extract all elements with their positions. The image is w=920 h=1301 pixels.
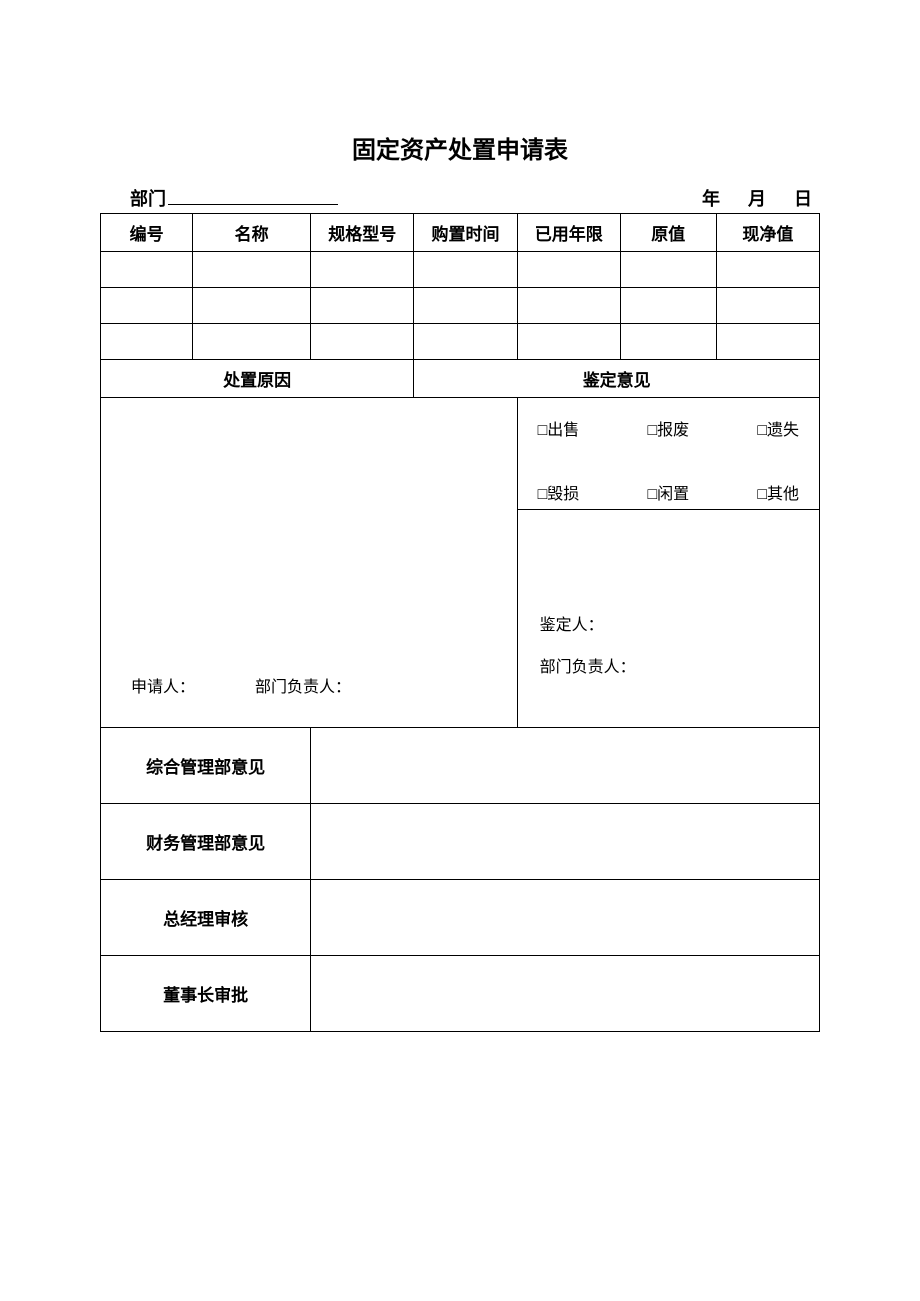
cell[interactable] [311,288,414,324]
disposal-reason-cell[interactable]: 申请人： 部门负责人： [101,398,518,728]
form-title: 固定资产处置申请表 [100,130,820,165]
checkbox-scrap[interactable]: □报废 [647,416,689,440]
form-header-row: 部门 年 月 日 [100,185,820,213]
department-label: 部门 [130,185,166,211]
checkbox-row-2: □毁损 □闲置 □其他 [532,480,805,504]
checkbox-row-1: □出售 □报废 □遗失 [532,416,805,440]
cell[interactable] [517,288,620,324]
approval-row: 总经理审核 [101,880,820,956]
content-row: 申请人： 部门负责人： □出售 □报废 □遗失 □毁损 □闲置 □其他 鉴定人：… [101,398,820,728]
cell[interactable] [101,252,193,288]
table-row [101,252,820,288]
day-label: 日 [794,185,812,211]
cell[interactable] [193,324,311,360]
col-header-years-used: 已用年限 [517,214,620,252]
cell[interactable] [414,288,517,324]
checkbox-idle[interactable]: □闲置 [647,480,689,504]
approval-row: 综合管理部意见 [101,728,820,804]
cell[interactable] [101,324,193,360]
department-section: 部门 [130,185,338,211]
department-input-line[interactable] [168,204,338,205]
cell[interactable] [517,324,620,360]
asset-disposal-table: 编号 名称 规格型号 购置时间 已用年限 原值 现净值 处置原因 鉴定意见 申请… [100,213,820,1032]
table-row [101,324,820,360]
col-header-purchase-date: 购置时间 [414,214,517,252]
dept-head-label: 部门负责人： [255,673,351,697]
reason-header: 处置原因 [101,360,414,398]
table-header-row: 编号 名称 规格型号 购置时间 已用年限 原值 现净值 [101,214,820,252]
section-header-row: 处置原因 鉴定意见 [101,360,820,398]
cell[interactable] [620,252,716,288]
month-label: 月 [748,185,766,211]
approval-label-gm: 总经理审核 [101,880,311,956]
appraiser-label: 鉴定人： [540,605,805,647]
cell[interactable] [311,324,414,360]
col-header-net-value: 现净值 [716,214,819,252]
approval-label-admin: 综合管理部意见 [101,728,311,804]
cell[interactable] [716,324,819,360]
cell[interactable] [620,288,716,324]
signers-block: 鉴定人： 部门负责人： [532,605,805,688]
col-header-original-value: 原值 [620,214,716,252]
col-header-spec: 规格型号 [311,214,414,252]
cell[interactable] [311,252,414,288]
appraisal-opinion-cell[interactable]: □出售 □报废 □遗失 □毁损 □闲置 □其他 鉴定人： 部门负责人： [517,398,819,728]
approval-label-finance: 财务管理部意见 [101,804,311,880]
approval-row: 董事长审批 [101,956,820,1032]
checkbox-sell[interactable]: □出售 [538,416,580,440]
approval-value-finance[interactable] [311,804,820,880]
approval-value-gm[interactable] [311,880,820,956]
col-header-id: 编号 [101,214,193,252]
cell[interactable] [716,252,819,288]
col-header-name: 名称 [193,214,311,252]
cell[interactable] [193,252,311,288]
cell[interactable] [620,324,716,360]
cell[interactable] [101,288,193,324]
date-section: 年 月 日 [702,185,812,211]
checkbox-lost[interactable]: □遗失 [757,416,799,440]
opinion-header: 鉴定意见 [414,360,820,398]
table-row [101,288,820,324]
approval-row: 财务管理部意见 [101,804,820,880]
checkbox-other[interactable]: □其他 [757,480,799,504]
year-label: 年 [702,185,720,211]
cell[interactable] [193,288,311,324]
approval-label-chairman: 董事长审批 [101,956,311,1032]
approval-value-chairman[interactable] [311,956,820,1032]
checkbox-damage[interactable]: □毁损 [538,480,580,504]
approval-value-admin[interactable] [311,728,820,804]
cell[interactable] [414,252,517,288]
opinion-divider [518,509,819,510]
cell[interactable] [414,324,517,360]
opinion-dept-head-label: 部门负责人： [540,647,805,689]
cell[interactable] [517,252,620,288]
cell[interactable] [716,288,819,324]
applicant-label: 申请人： [131,673,195,697]
